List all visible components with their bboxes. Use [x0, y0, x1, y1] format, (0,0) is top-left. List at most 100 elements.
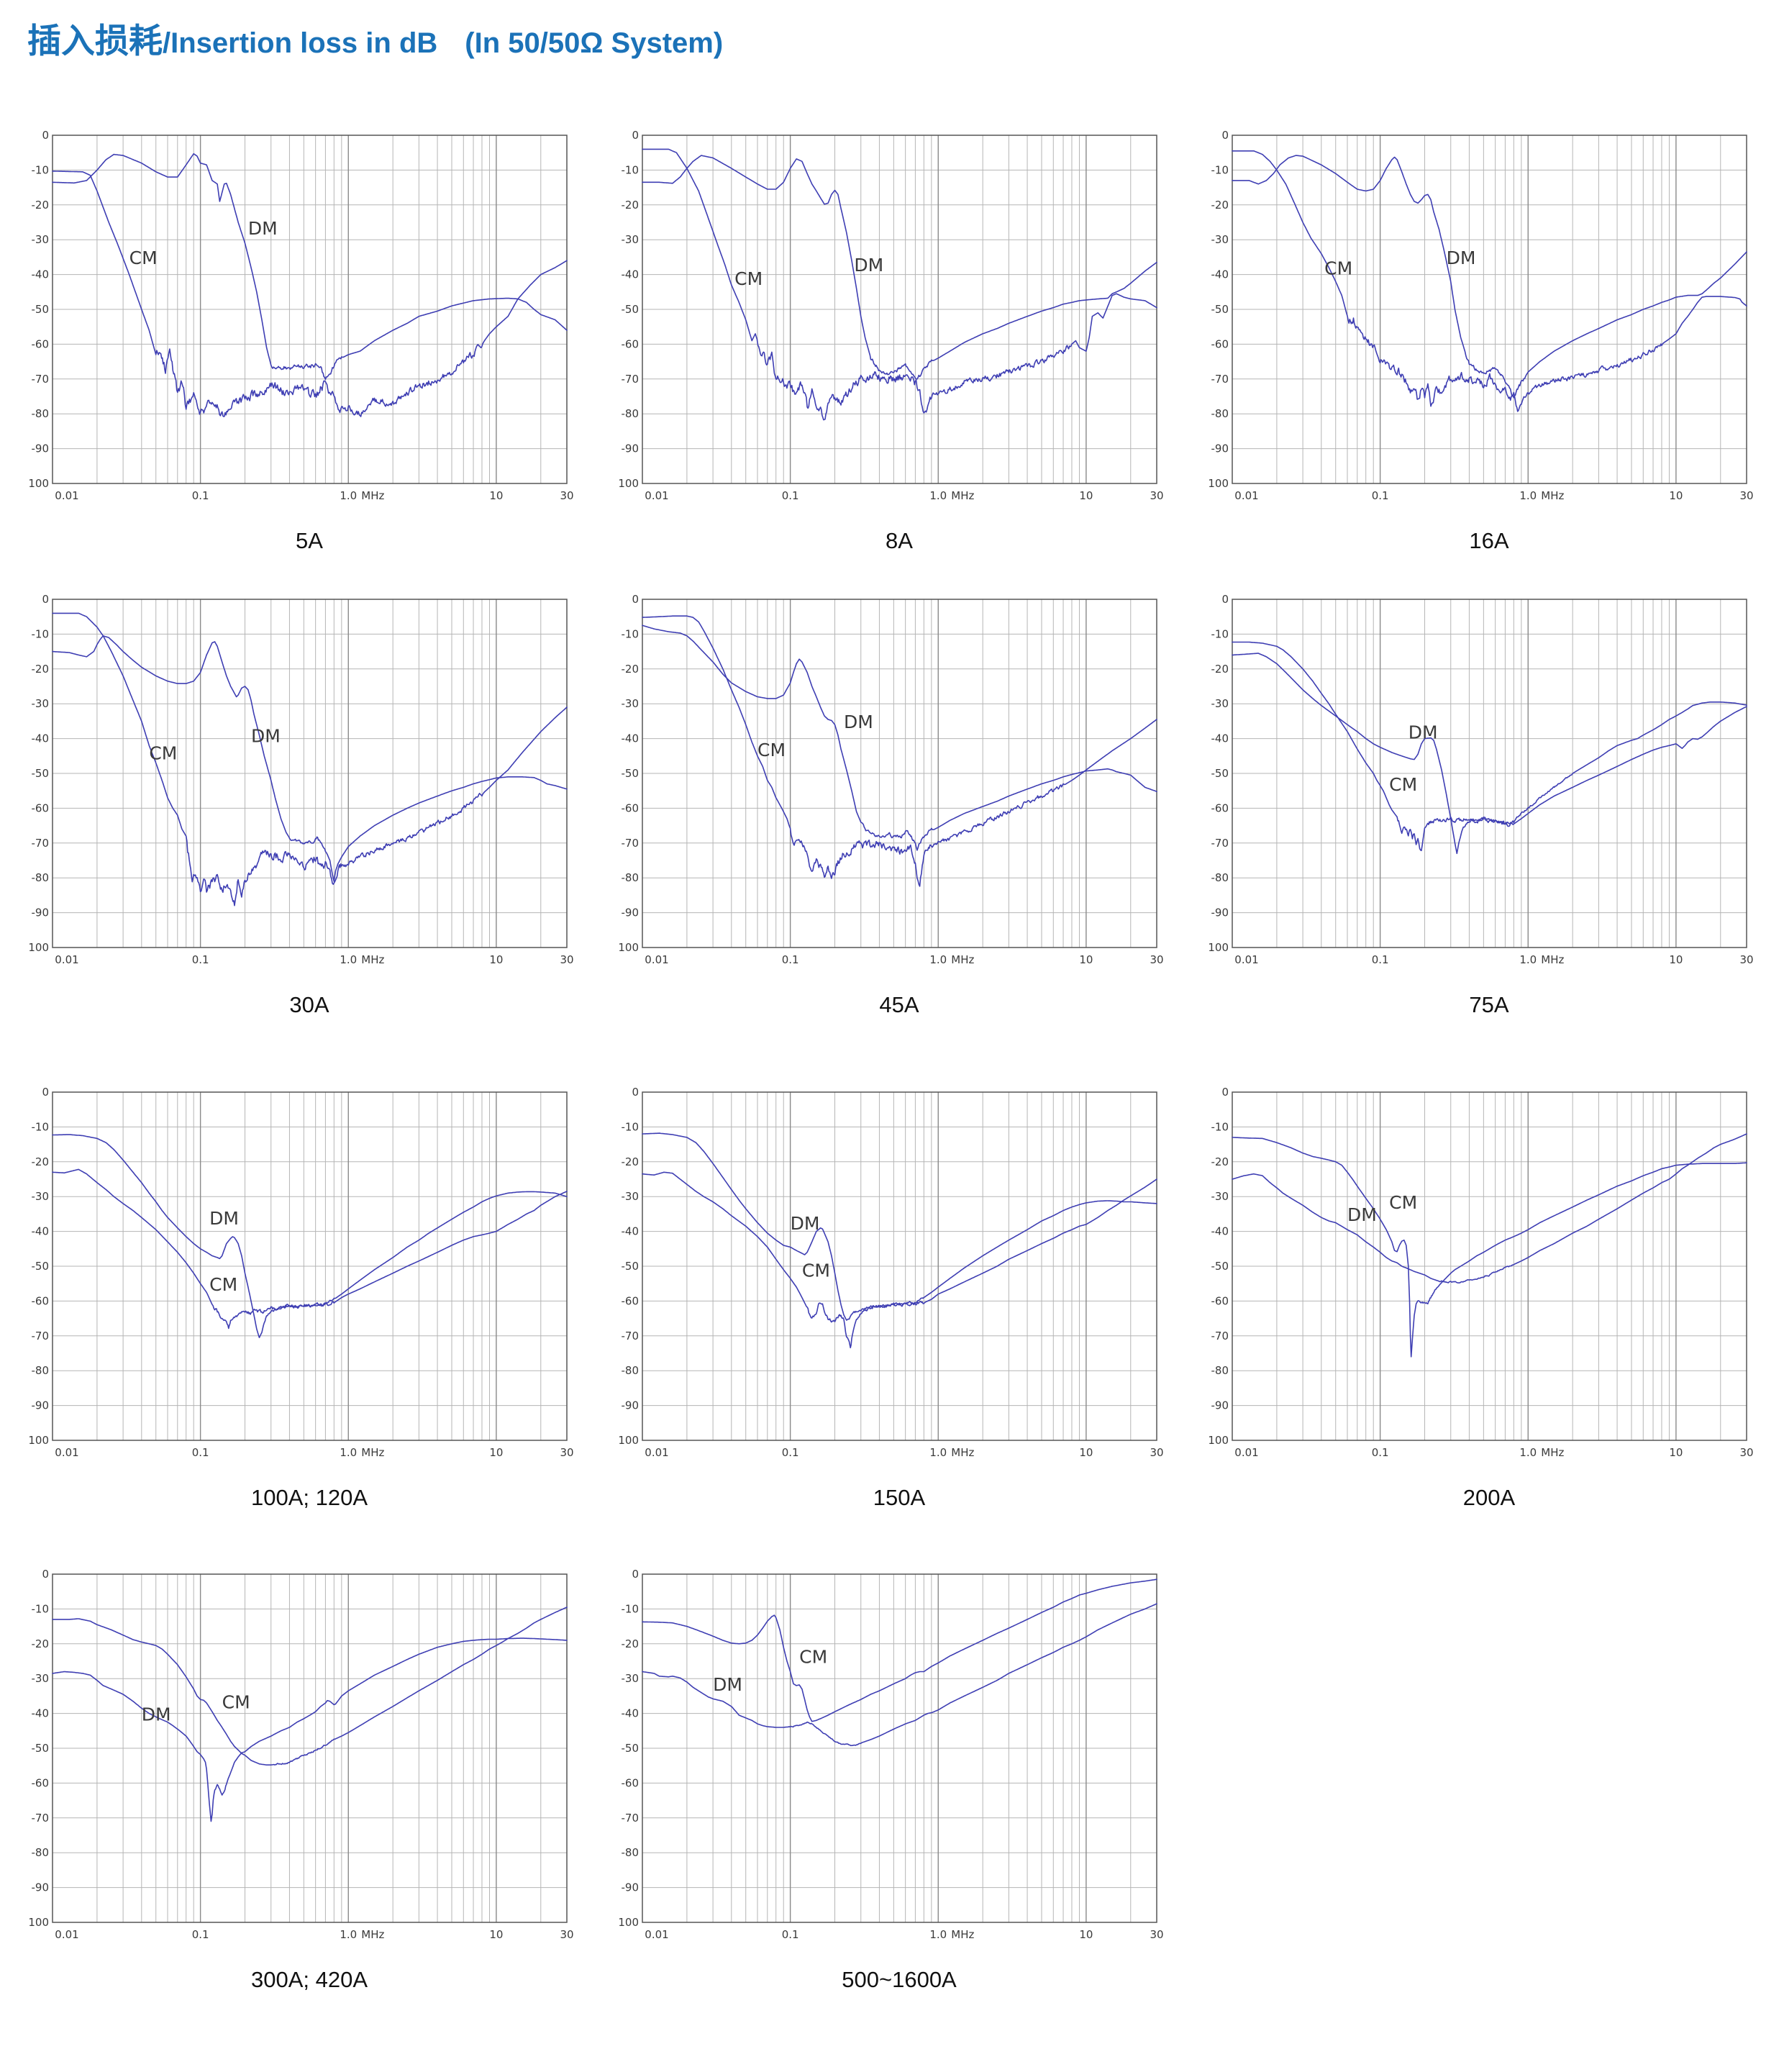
chart-16A: 0 -10 -20 -30 -40 -50 -60 -70 -80 -90 -100 0.01 0.1 1… — [1204, 122, 1784, 554]
y-tick-label: 0 — [42, 129, 49, 142]
x-tick-label: 10 — [1669, 489, 1683, 502]
x-tick-label: 1.0 — [1519, 489, 1537, 502]
cm-label: CM — [1389, 774, 1417, 795]
y-tick-label: -50 — [622, 303, 640, 316]
y-tick-label: -20 — [622, 1155, 640, 1168]
x-tick-label: 0.1 — [1372, 1446, 1389, 1459]
x-tick-label: 1.0 — [929, 1446, 947, 1459]
x-tick-label: 30 — [1150, 489, 1163, 502]
y-tick-label: -60 — [622, 337, 640, 350]
chart-canvas: 0 -10 -20 -30 -40 -50 -60 -70 -80 -90 -100 0.01 0.1 1… — [1204, 593, 1754, 966]
y-tick-label: -90 — [1211, 906, 1229, 919]
dm-label: DM — [1347, 1204, 1377, 1225]
y-tick-label: 0 — [632, 129, 639, 142]
x-tick-label: 0.01 — [1234, 1446, 1258, 1459]
y-tick-label: -80 — [622, 407, 640, 420]
y-tick-label: -30 — [622, 233, 640, 246]
y-tick-label: -90 — [622, 1399, 640, 1412]
chart-caption: 150A — [873, 1485, 926, 1510]
page-title: 插入损耗/Insertion loss in dB (In 50/50Ω Syst… — [27, 13, 723, 63]
cm-label: CM — [1389, 1192, 1417, 1213]
x-tick-label: 30 — [1739, 953, 1753, 966]
x-tick-label: 0.01 — [645, 1928, 668, 1941]
y-tick-label: -80 — [32, 871, 50, 884]
y-tick-label: -40 — [32, 1707, 50, 1720]
dm-curve — [642, 1603, 1157, 1747]
y-tick-label: -50 — [1211, 767, 1229, 780]
y-tick-label: -80 — [1211, 407, 1229, 420]
y-tick-label: -20 — [1211, 663, 1229, 676]
y-tick-label: -20 — [1211, 199, 1229, 212]
y-tick-label: 0 — [1221, 129, 1229, 142]
x-tick-label: 30 — [1739, 1446, 1753, 1459]
y-tick-label: -40 — [32, 732, 50, 745]
cm-curve — [1232, 1137, 1747, 1358]
y-tick-label: -60 — [32, 337, 50, 350]
cm-label: CM — [209, 1274, 237, 1295]
y-tick-label: -30 — [32, 233, 50, 246]
cm-curve — [52, 1607, 568, 1766]
y-tick-label: -70 — [1211, 373, 1229, 386]
x-tick-label: 0.1 — [782, 489, 799, 502]
y-tick-label: 0 — [42, 1568, 49, 1581]
x-tick-label: 30 — [1150, 1928, 1163, 1941]
y-tick-label: -10 — [1211, 1120, 1229, 1133]
y-tick-label: -100 — [619, 941, 639, 954]
y-tick-label: -10 — [622, 1602, 640, 1615]
x-axis-unit: MHz — [1541, 489, 1564, 502]
y-tick-label: -50 — [622, 1742, 640, 1755]
chart-200A: 0 -10 -20 -30 -40 -50 -60 -70 -80 -90 -100 0.01 0.1 1… — [1204, 1079, 1784, 1511]
x-tick-label: 0.1 — [192, 1446, 209, 1459]
x-tick-label: 0.1 — [782, 1446, 799, 1459]
cm-label: CM — [802, 1260, 830, 1281]
y-tick-label: -90 — [622, 442, 640, 455]
cm-label: CM — [1324, 258, 1352, 279]
y-tick-label: -10 — [32, 1120, 50, 1133]
y-tick-label: -30 — [32, 1190, 50, 1203]
x-tick-label: 10 — [489, 1446, 503, 1459]
x-tick-label: 30 — [560, 489, 573, 502]
y-tick-label: -50 — [32, 1742, 50, 1755]
x-tick-label: 0.1 — [192, 489, 209, 502]
y-tick-label: -30 — [32, 1672, 50, 1685]
x-axis-unit: MHz — [951, 1446, 974, 1459]
chart-canvas: 0 -10 -20 -30 -40 -50 -60 -70 -80 -90 -100 0.01 0.1 1… — [24, 1568, 574, 1941]
y-tick-label: -30 — [622, 697, 640, 710]
x-axis-unit: MHz — [361, 1446, 384, 1459]
y-tick-label: -30 — [622, 1190, 640, 1203]
x-tick-label: 1.0 — [929, 489, 947, 502]
y-tick-label: -20 — [32, 663, 50, 676]
chart-75A: 0 -10 -20 -30 -40 -50 -60 -70 -80 -90 -100 0.01 0.1 1… — [1204, 586, 1784, 1018]
dm-label: DM — [251, 725, 281, 746]
x-tick-label: 1.0 — [929, 1928, 947, 1941]
y-tick-label: -100 — [1209, 1434, 1229, 1447]
dm-curve — [642, 155, 1157, 380]
y-tick-label: -50 — [1211, 1260, 1229, 1273]
x-tick-label: 0.1 — [192, 953, 209, 966]
y-tick-label: -30 — [1211, 1190, 1229, 1203]
x-tick-label: 1.0 — [340, 953, 357, 966]
x-tick-label: 0.01 — [55, 953, 78, 966]
chart-canvas: 0 -10 -20 -30 -40 -50 -60 -70 -80 -90 -100 0.01 0.1 1… — [614, 593, 1164, 966]
y-tick-label: -20 — [622, 199, 640, 212]
y-tick-label: -70 — [1211, 837, 1229, 850]
y-tick-label: -60 — [1211, 337, 1229, 350]
y-tick-label: -100 — [1209, 477, 1229, 490]
y-tick-label: -70 — [32, 1330, 50, 1342]
y-tick-label: -50 — [622, 1260, 640, 1273]
dm-label: DM — [791, 1213, 820, 1234]
y-tick-label: -10 — [622, 163, 640, 176]
y-tick-label: -10 — [32, 627, 50, 640]
chart-150A: 0 -10 -20 -30 -40 -50 -60 -70 -80 -90 -100 0.01 0.1 1… — [614, 1079, 1194, 1511]
y-tick-label: -20 — [32, 199, 50, 212]
y-tick-label: 0 — [632, 1086, 639, 1099]
y-tick-label: -70 — [1211, 1330, 1229, 1342]
y-tick-label: -20 — [32, 1155, 50, 1168]
x-tick-label: 0.01 — [55, 489, 78, 502]
dm-label: DM — [1408, 722, 1438, 743]
y-tick-label: -10 — [622, 627, 640, 640]
y-tick-label: -80 — [32, 1846, 50, 1859]
y-tick-label: -10 — [1211, 627, 1229, 640]
chart-caption: 75A — [1469, 992, 1509, 1017]
dm-label: DM — [1447, 247, 1476, 268]
